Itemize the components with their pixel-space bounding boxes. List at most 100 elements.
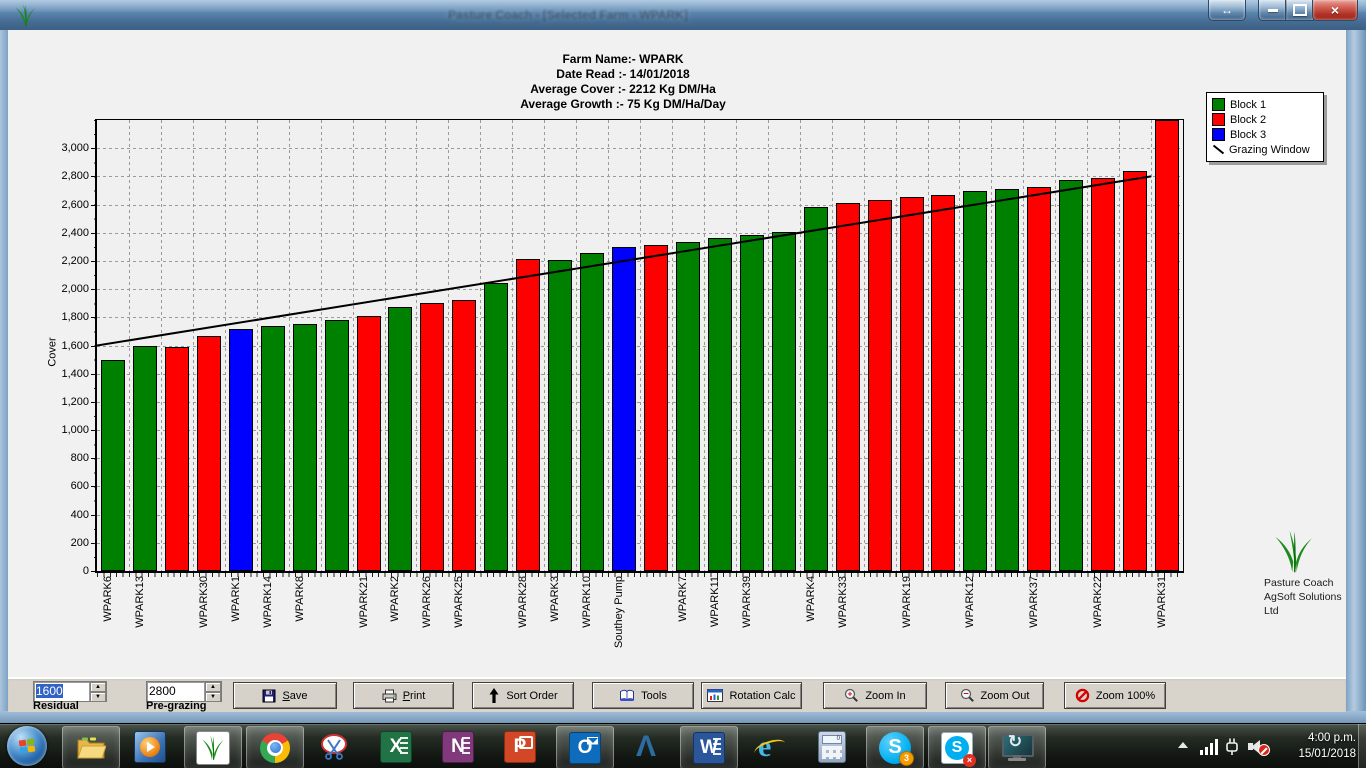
save-button[interactable]: Save [233, 682, 337, 709]
sort-order-button[interactable]: Sort Order [472, 682, 574, 709]
taskbar-snipping-tool[interactable] [306, 726, 362, 767]
taskbar-pasture-coach[interactable] [184, 726, 242, 768]
bottom-toolbar: 1600 ▲ ▼ Residual 2800 ▲ ▼ Pre-grazing S… [8, 677, 1346, 712]
x-axis-label: WPARK1 [229, 576, 242, 622]
x-axis-label: WPARK30 [197, 576, 210, 628]
tools-button[interactable]: Tools [592, 682, 694, 709]
windows-flag-icon [18, 738, 36, 754]
print-label: Print [402, 689, 426, 702]
rotation-calc-button[interactable]: Rotation Calc [701, 682, 802, 709]
taskbar-internet-explorer[interactable]: e [742, 726, 798, 767]
start-button[interactable] [7, 726, 47, 766]
window-border-left [0, 30, 8, 723]
y-tick-label: 600 [70, 480, 89, 493]
taskbar-skype[interactable]: S 3 [866, 726, 924, 768]
bar-Southey Pump [612, 246, 636, 571]
x-axis-label: WPARK4 [804, 576, 817, 622]
date-read-line: Date Read :- 14/01/2018 [556, 67, 690, 81]
save-label: Save [282, 689, 308, 702]
y-tick-mark [91, 232, 96, 234]
y-tick-mark [91, 430, 96, 432]
taskbar-explorer[interactable] [62, 726, 120, 768]
residual-value[interactable]: 1600 [36, 684, 63, 698]
x-axis-label: WPARK12 [964, 576, 977, 628]
zoom-100-button[interactable]: Zoom 100% [1064, 682, 1166, 709]
sort-up-arrow-icon [489, 688, 499, 703]
bar-WPARK12 [963, 191, 988, 571]
average-cover-line: Average Cover :- 2212 Kg DM/Ha [530, 82, 716, 96]
taskbar-word[interactable]: W [680, 726, 738, 768]
show-desktop-button[interactable] [1358, 724, 1366, 768]
x-axis-label: WPARK8 [293, 576, 306, 622]
zoom-in-button[interactable]: + Zoom In [823, 682, 927, 709]
residual-spin-up-icon[interactable]: ▲ [90, 682, 106, 692]
bar-WPARK10 [580, 253, 605, 571]
tray-time: 4:00 p.m. [1308, 732, 1356, 744]
tray-date: 15/01/2018 [1298, 748, 1356, 760]
chart-panel: Farm Name:- WPARK Date Read :- 14/01/201… [8, 30, 1346, 677]
taskbar-excel[interactable]: X [368, 726, 424, 767]
gridline-vertical [608, 120, 610, 571]
pregrazing-spin-down-icon[interactable]: ▼ [205, 692, 221, 702]
gridline-vertical [1151, 120, 1153, 571]
window-resize-button[interactable]: ↔ [1208, 0, 1246, 21]
taskbar-media-player[interactable] [122, 726, 178, 767]
print-button[interactable]: Print [353, 682, 454, 709]
no-zoom-prohibition-icon [1075, 688, 1090, 703]
window-title: Pasture Coach - [Selected Farm - WPARK] [448, 8, 688, 22]
taskbar-blue-caret-app[interactable]: Λ [618, 726, 674, 767]
tray-connection-icon[interactable] [1222, 737, 1242, 756]
window-close-button[interactable]: × [1312, 0, 1358, 21]
residual-spinner[interactable]: 1600 ▲ ▼ [33, 681, 107, 702]
bar-unlabeled-29 [995, 189, 1020, 571]
y-axis-line [95, 119, 97, 573]
taskbar-powerpoint[interactable]: P [492, 726, 548, 767]
taskbar-onenote[interactable]: N [430, 726, 486, 767]
pregrazing-spinner[interactable]: 2800 ▲ ▼ [146, 681, 222, 702]
y-tick-label: 2,400 [61, 226, 89, 239]
taskbar-skype-offline[interactable]: S × [928, 726, 986, 768]
window-maximize-button[interactable] [1285, 0, 1314, 21]
taskbar-chrome[interactable] [246, 726, 304, 768]
gridline-vertical [544, 120, 546, 571]
y-tick-mark [91, 486, 96, 488]
bar-WPARK11 [707, 238, 732, 571]
residual-spin-down-icon[interactable]: ▼ [90, 692, 106, 702]
tray-clock[interactable]: 4:00 p.m. 15/01/2018 [1276, 730, 1356, 762]
x-axis-label: WPARK11 [708, 576, 721, 627]
gridline-vertical [895, 120, 897, 571]
taskbar-monitor-sync[interactable]: ↻ [988, 726, 1046, 768]
tray-volume-muted-icon[interactable] [1248, 738, 1270, 756]
rotation-calc-label: Rotation Calc [729, 689, 796, 702]
chrome-icon [260, 732, 290, 763]
gridline-vertical [352, 120, 354, 571]
close-icon: × [1330, 2, 1340, 18]
y-tick-mark [91, 458, 96, 460]
bar-unlabeled-3 [164, 346, 189, 571]
x-axis-label: WPARK13 [133, 576, 146, 628]
window-minimize-button[interactable] [1258, 0, 1287, 21]
save-floppy-icon [262, 689, 276, 702]
taskbar-calculator[interactable]: 0 [804, 726, 860, 767]
gridline-vertical [224, 120, 226, 571]
zoom-out-button[interactable]: − Zoom Out [945, 682, 1044, 709]
media-player-icon [134, 730, 166, 763]
gridline-vertical [1119, 120, 1121, 571]
x-axis-label: WPARK21 [357, 576, 370, 628]
gridline-vertical [384, 120, 386, 571]
y-tick-mark [91, 317, 96, 319]
zoom-100-label: Zoom 100% [1095, 689, 1156, 702]
x-axis-label: WPARK10 [581, 576, 594, 628]
bar-unlabeled-22 [771, 232, 796, 571]
plot-top-border [95, 119, 1184, 120]
pregrazing-spin-up-icon[interactable]: ▲ [205, 682, 221, 692]
gridline-vertical [1023, 120, 1025, 571]
x-axis-label: WPARK6 [102, 576, 114, 622]
y-tick-label: 2,200 [61, 254, 89, 267]
tray-show-hidden-icons-icon[interactable] [1178, 742, 1188, 748]
x-axis-label: WPARK28 [517, 576, 530, 628]
y-tick-mark [91, 373, 96, 375]
pregrazing-value[interactable]: 2800 [149, 684, 176, 698]
tray-network-icon[interactable] [1200, 739, 1218, 755]
taskbar-outlook[interactable]: O [556, 726, 614, 768]
